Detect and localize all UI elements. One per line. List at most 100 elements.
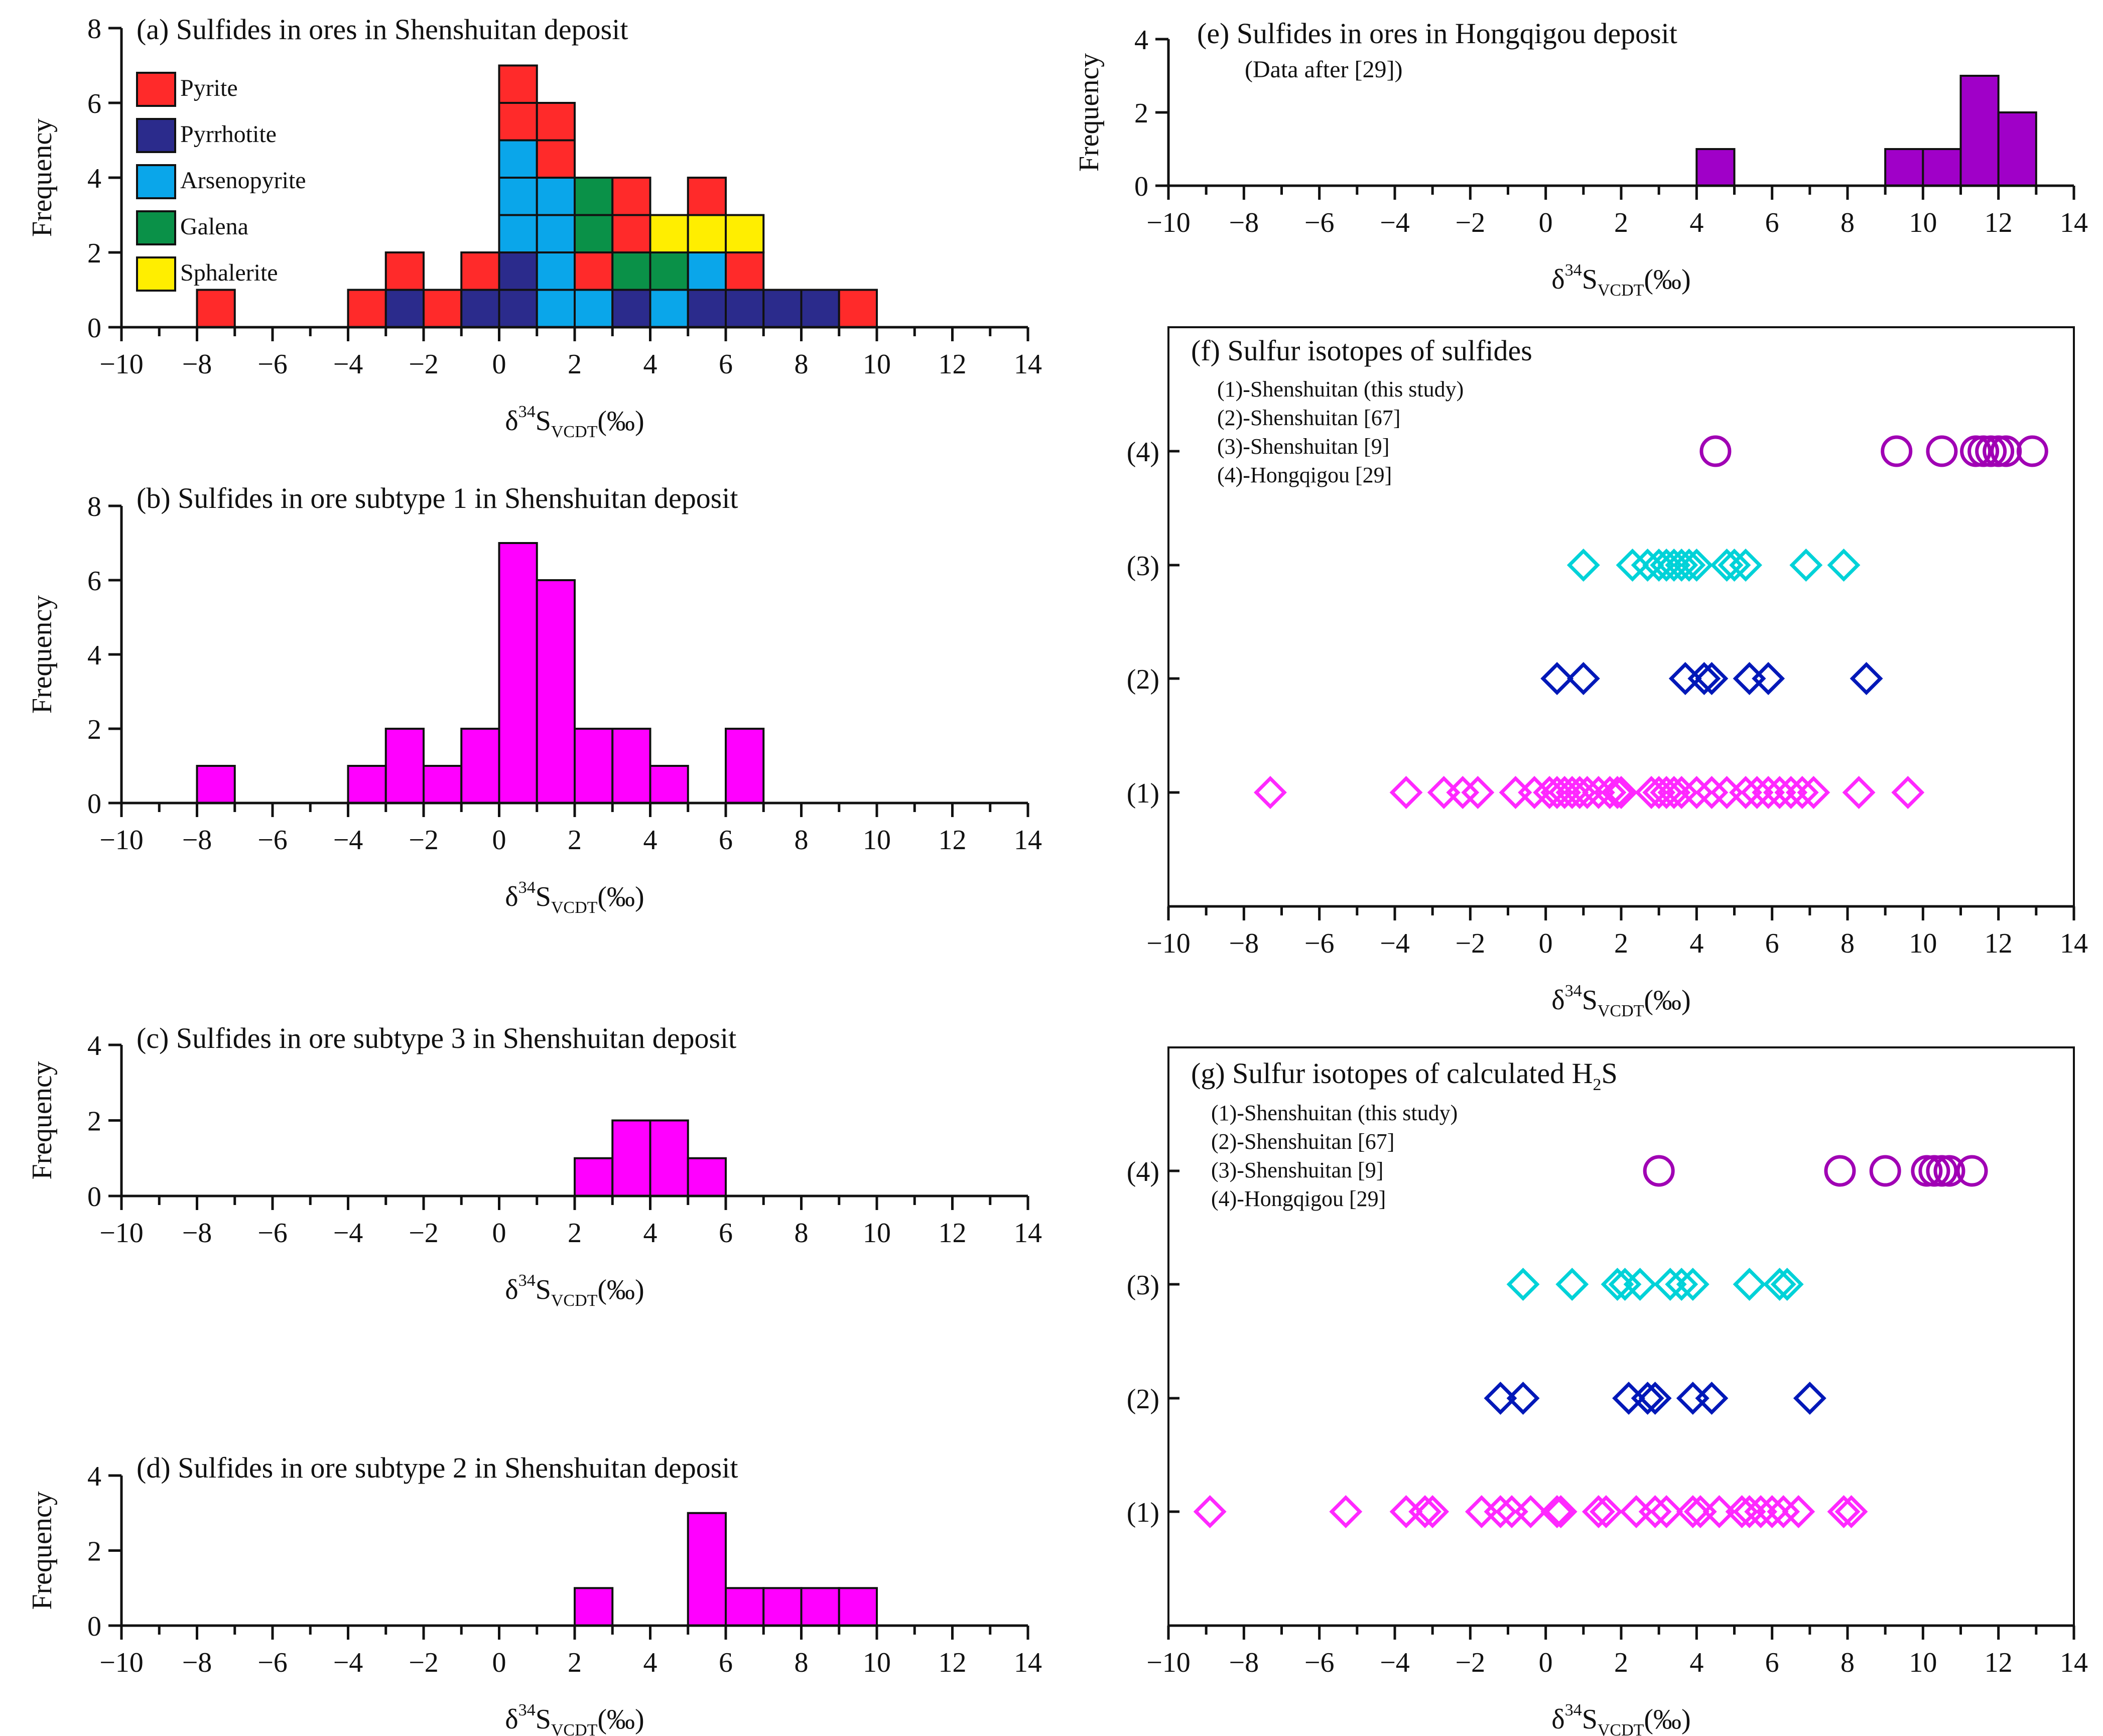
x-tick-label-g: 4 — [1689, 1647, 1703, 1678]
bar-cell-arsenopyrite — [498, 139, 538, 179]
x-tick-label-a: 10 — [863, 349, 891, 380]
scatter-point-diamond — [1676, 1382, 1710, 1415]
y-category-label: (1) — [1127, 778, 1159, 809]
xlabel-superscript: 34 — [518, 1271, 536, 1290]
x-axis-title: δ34SVCDT(‰) — [505, 878, 644, 917]
scatter-point-diamond — [1638, 1382, 1672, 1415]
scatter-point-diamond — [1767, 1495, 1800, 1528]
bar-cell-arsenopyrite — [687, 251, 727, 291]
x-tick-label-f: −2 — [1456, 928, 1486, 959]
x-tick-label-b: 8 — [795, 825, 809, 856]
x-tick-label-d: 6 — [719, 1647, 733, 1678]
bar-cell-pyrrhotite — [384, 289, 425, 328]
bar-cell-pyrite — [725, 251, 765, 291]
series-legend-label: (4)-Hongqigou [29] — [1217, 463, 1392, 487]
bar-cell-pyrite — [838, 289, 878, 328]
y-tick-label: 0 — [87, 313, 101, 344]
scatter-point-diamond — [1729, 776, 1762, 809]
title-prefix: (g) Sulfur isotopes of calculated H — [1191, 1057, 1593, 1090]
x-tick-label-e: 8 — [1841, 207, 1855, 238]
scatter-point-diamond — [1631, 1382, 1664, 1415]
legend-swatch-pyrrhotite — [136, 118, 176, 153]
y-tick-label: 2 — [87, 1536, 101, 1567]
y-category-label: (4) — [1127, 437, 1159, 468]
x-tick-label-b: −8 — [182, 825, 212, 856]
x-tick-label-b: −6 — [257, 825, 288, 856]
bar-cell-pyrite — [611, 214, 651, 253]
scatter-point-diamond — [1752, 662, 1785, 695]
xlabel-delta: δ — [505, 1704, 518, 1735]
scatter-point-diamond — [1763, 776, 1796, 809]
series-legend-label: (3)-Shenshuitan [9] — [1211, 1158, 1383, 1182]
scatter-point-diamond — [1635, 776, 1668, 809]
legend-label: Pyrite — [180, 75, 238, 101]
scatter-point-circle — [1933, 1155, 1965, 1187]
x-tick-label-d: −4 — [333, 1647, 363, 1678]
x-tick-label-d: 4 — [643, 1647, 658, 1678]
xlabel-s: S — [1582, 1704, 1598, 1735]
scatter-point-diamond — [1540, 776, 1574, 809]
xlabel-delta: δ — [1551, 264, 1564, 295]
scatter-point-diamond — [1495, 1495, 1528, 1528]
scatter-point-circle — [1967, 435, 2000, 467]
histogram-bar — [536, 579, 576, 804]
series-legend-label: (2)-Shenshuitan [67] — [1211, 1129, 1394, 1154]
scatter-point-diamond — [1484, 1495, 1517, 1528]
scatter-point-diamond — [1891, 776, 1925, 809]
scatter-point-diamond — [1389, 776, 1423, 809]
x-axis-title: δ34SVCDT(‰) — [505, 1271, 644, 1310]
y-category-label: (2) — [1127, 1384, 1159, 1415]
y-axis-title: Frequency — [27, 1061, 58, 1179]
bar-cell-pyrite — [196, 289, 236, 328]
scatter-point-circle — [1926, 1155, 1958, 1187]
legend-swatch-pyrite — [136, 72, 176, 107]
x-tick-label-g: −4 — [1380, 1647, 1410, 1678]
histogram-bar — [800, 1587, 840, 1627]
x-tick-label-d: −10 — [99, 1647, 144, 1678]
y-tick-label: 2 — [87, 1106, 101, 1137]
bar-cell-pyrite — [536, 102, 576, 142]
histogram-bar — [762, 1587, 803, 1627]
y-category-label: (3) — [1127, 1270, 1159, 1301]
x-axis-title: δ34SVCDT(‰) — [505, 1701, 644, 1736]
panel-d: 0 2 4 Frequency −10 −8 −6 −4 −2 0 2 4 6 8 10 12 14 δ34SVC… — [27, 1451, 1042, 1736]
x-tick-label-f: 8 — [1841, 928, 1855, 959]
scatter-point-diamond — [1668, 662, 1702, 695]
scatter-point-diamond — [1612, 1382, 1645, 1415]
bar-cell-galena — [611, 251, 651, 291]
x-tick-label-g: 6 — [1765, 1647, 1779, 1678]
scatter-point-diamond — [1763, 1268, 1796, 1301]
xlabel-unit: (‰) — [1644, 1704, 1690, 1735]
scatter-point-diamond — [1797, 776, 1830, 809]
bar-cell-pyrite — [574, 251, 614, 291]
scatter-point-diamond — [1718, 549, 1751, 582]
panel-subtitle: (Data after [29]) — [1245, 56, 1402, 83]
y-tick-label: 2 — [87, 714, 101, 745]
scatter-point-circle — [1918, 1155, 1950, 1187]
scatter-point-diamond — [1755, 1495, 1789, 1528]
scatter-point-diamond — [1744, 1495, 1778, 1528]
bar-cell-arsenopyrite — [536, 177, 576, 216]
x-tick-label-e: 14 — [2060, 207, 2088, 238]
bar-cell-arsenopyrite — [536, 251, 576, 291]
x-tick-label-g: 8 — [1841, 1647, 1855, 1678]
x-tick-label-g: 2 — [1614, 1647, 1628, 1678]
scatter-point-diamond — [1620, 1495, 1653, 1528]
x-tick-label-c: −6 — [257, 1218, 288, 1249]
x-tick-label-b: −2 — [409, 825, 439, 856]
x-tick-label-b: 10 — [863, 825, 891, 856]
scatter-point-diamond — [1785, 776, 1819, 809]
x-tick-label-c: −4 — [333, 1218, 363, 1249]
bar-cell-pyrite — [423, 289, 463, 328]
xlabel-s: S — [1582, 264, 1598, 295]
x-tick-label-e: 6 — [1765, 207, 1779, 238]
scatter-point-circle — [1983, 435, 2015, 467]
scatter-point-diamond — [1782, 1495, 1815, 1528]
scatter-point-circle — [1881, 435, 1913, 467]
scatter-point-diamond — [1657, 549, 1691, 582]
x-tick-label-e: −10 — [1146, 207, 1191, 238]
xlabel-subscript: VCDT — [1598, 1721, 1644, 1736]
xlabel-subscript: VCDT — [1598, 281, 1644, 300]
panel-c: 0 2 4 Frequency −10 −8 −6 −4 −2 0 2 4 6 8 10 12 14 δ34SVC… — [27, 1022, 1042, 1310]
